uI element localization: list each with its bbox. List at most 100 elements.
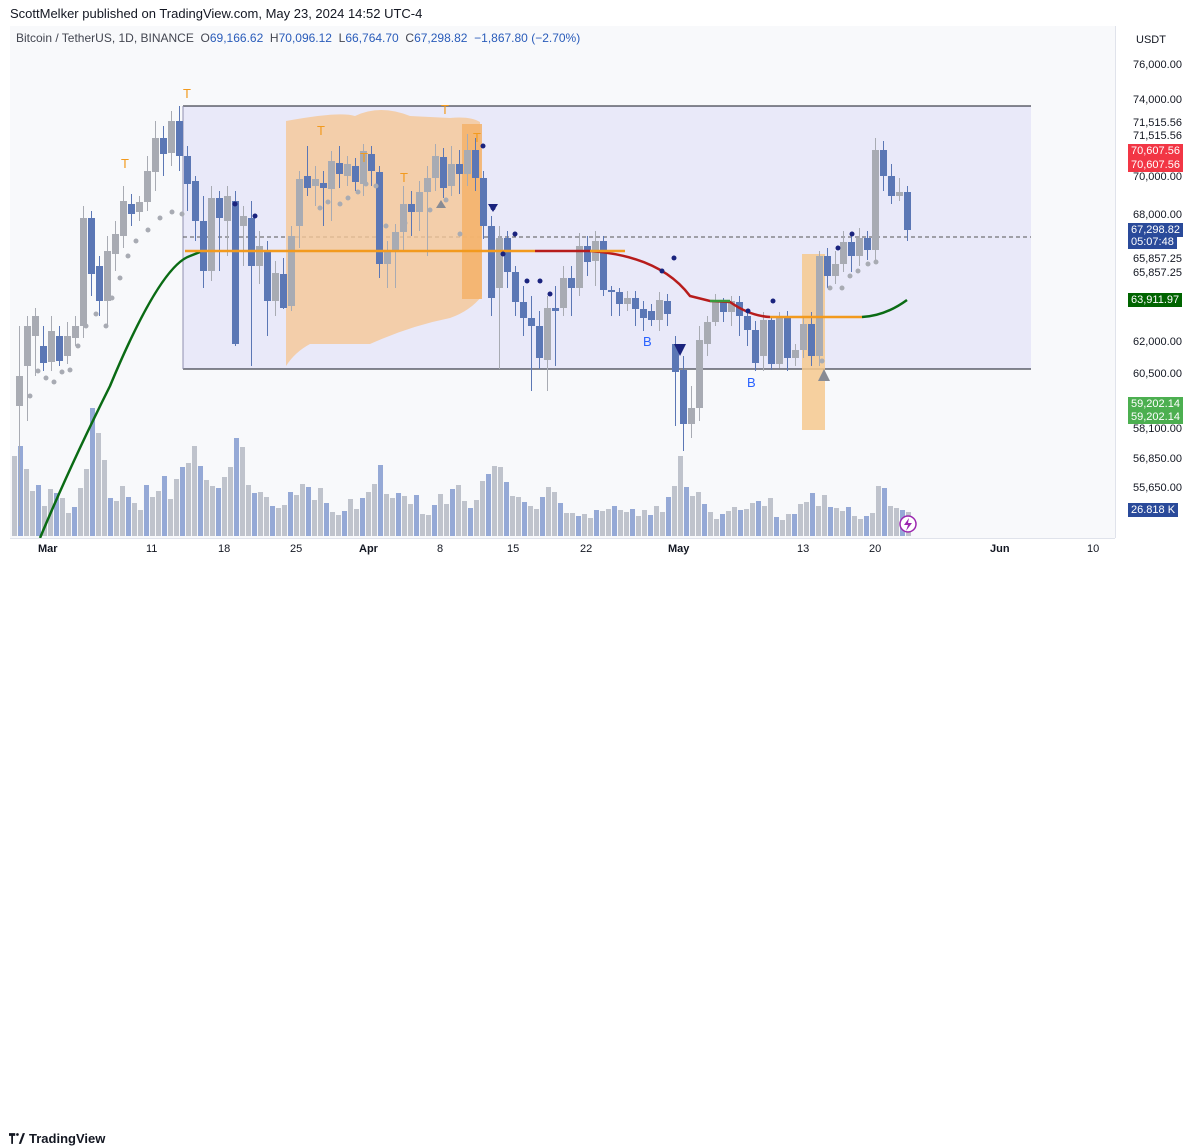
signal-dot-bull bbox=[75, 343, 81, 349]
ma-green-left bbox=[38, 250, 201, 539]
candle-body bbox=[888, 176, 895, 196]
signal-dot-bull bbox=[169, 209, 175, 215]
time-axis[interactable] bbox=[10, 538, 1115, 561]
volume-bar bbox=[756, 501, 761, 536]
volume-bar bbox=[276, 508, 281, 536]
candle-body bbox=[368, 154, 375, 171]
candle-body bbox=[104, 251, 111, 301]
volume-bar bbox=[126, 497, 131, 536]
volume-bar bbox=[96, 433, 101, 536]
signal-dot-bull bbox=[325, 199, 331, 205]
candle-body bbox=[48, 331, 55, 362]
signal-dot-bull bbox=[145, 227, 151, 233]
volume-bar bbox=[486, 474, 491, 536]
candle-body bbox=[776, 318, 783, 364]
signal-dot-bull bbox=[427, 207, 433, 213]
volume-bar bbox=[840, 511, 845, 536]
time-label: Jun bbox=[990, 543, 1010, 555]
lightning-bolt-icon bbox=[904, 518, 912, 531]
candle-body bbox=[576, 246, 583, 288]
candle-body bbox=[784, 318, 791, 358]
signal-dot-bull bbox=[819, 358, 825, 364]
candle-body bbox=[520, 302, 527, 318]
candle-body bbox=[248, 218, 255, 266]
volume-bar bbox=[144, 485, 149, 536]
candle-body bbox=[80, 218, 87, 326]
volume-bar bbox=[414, 495, 419, 536]
signal-dot-bull bbox=[317, 205, 323, 211]
volume-bar bbox=[570, 513, 575, 536]
volume-bar bbox=[258, 492, 263, 536]
volume-bar bbox=[642, 510, 647, 536]
signal-dot-bull bbox=[179, 211, 185, 217]
volume-bar bbox=[312, 500, 317, 536]
time-label: 8 bbox=[437, 543, 444, 555]
volume-bar bbox=[780, 520, 785, 536]
signal-dot-bull bbox=[35, 368, 41, 374]
candle-body bbox=[640, 309, 647, 318]
volume-bar bbox=[288, 492, 293, 536]
price-label: 65,857.25 bbox=[1133, 267, 1182, 279]
volume-bar bbox=[150, 497, 155, 536]
candle-body bbox=[816, 256, 823, 356]
price-label: 68,000.00 bbox=[1133, 209, 1182, 221]
candle-body bbox=[200, 221, 207, 271]
volume-bar bbox=[210, 486, 215, 536]
top-marker-text: T bbox=[121, 156, 129, 171]
volume-bar bbox=[774, 517, 779, 536]
volume-bar bbox=[702, 504, 707, 536]
candle-body bbox=[400, 204, 407, 232]
volume-bar bbox=[24, 469, 29, 536]
volume-bar bbox=[828, 507, 833, 536]
open-value: 69,166.62 bbox=[209, 31, 264, 45]
volume-bar bbox=[342, 511, 347, 536]
volume-bar bbox=[354, 509, 359, 536]
price-tag: 70,607.56 bbox=[1128, 144, 1183, 158]
candle-body bbox=[272, 273, 279, 301]
volume-bar bbox=[612, 506, 617, 536]
volume-bar bbox=[822, 495, 827, 536]
price-axis[interactable] bbox=[1115, 26, 1200, 538]
candle-body bbox=[64, 336, 71, 356]
candle-body bbox=[480, 178, 487, 226]
signal-dot-bull bbox=[67, 367, 73, 373]
candle-body bbox=[792, 350, 799, 358]
time-label: 18 bbox=[218, 543, 231, 555]
candle-body bbox=[344, 164, 351, 176]
volume-bar bbox=[666, 497, 671, 536]
volume-bar bbox=[660, 512, 665, 536]
candle-body bbox=[840, 242, 847, 264]
volume-bar bbox=[60, 498, 65, 536]
signal-dot-bull bbox=[43, 375, 49, 381]
currency-label[interactable]: USDT bbox=[1136, 34, 1166, 46]
signal-dot-bull bbox=[337, 201, 343, 207]
volume-bar bbox=[738, 510, 743, 536]
tradingview-logo[interactable]: TradingView bbox=[9, 1131, 105, 1146]
candle-body bbox=[56, 336, 63, 361]
volume-bar bbox=[654, 506, 659, 536]
volume-bar bbox=[732, 507, 737, 536]
signal-dot-bull bbox=[345, 195, 351, 201]
candle-body bbox=[608, 290, 615, 292]
candle-body bbox=[32, 316, 39, 336]
volume-bar bbox=[168, 499, 173, 536]
price-tag: 59,202.14 bbox=[1128, 397, 1183, 411]
low-value: 66,764.70 bbox=[345, 31, 399, 45]
volume-bar bbox=[792, 514, 797, 536]
candle-body bbox=[336, 163, 343, 174]
volume-bar bbox=[714, 519, 719, 536]
volume-bar bbox=[402, 496, 407, 536]
candle-body bbox=[416, 192, 423, 212]
candle-body bbox=[152, 138, 159, 172]
candle-body bbox=[72, 326, 79, 338]
price-label: 65,857.25 bbox=[1133, 253, 1182, 265]
signal-dot-bear bbox=[500, 251, 506, 257]
volume-bar bbox=[816, 506, 821, 536]
candle-body bbox=[488, 226, 495, 298]
volume-bar bbox=[540, 497, 545, 536]
chart-pane[interactable]: T T T T T T T B B bbox=[10, 26, 1115, 539]
volume-bar bbox=[804, 502, 809, 536]
price-chart[interactable]: T T T T T T T B B bbox=[10, 26, 1115, 539]
signal-dot-bull bbox=[51, 379, 57, 385]
volume-bar bbox=[582, 514, 587, 536]
